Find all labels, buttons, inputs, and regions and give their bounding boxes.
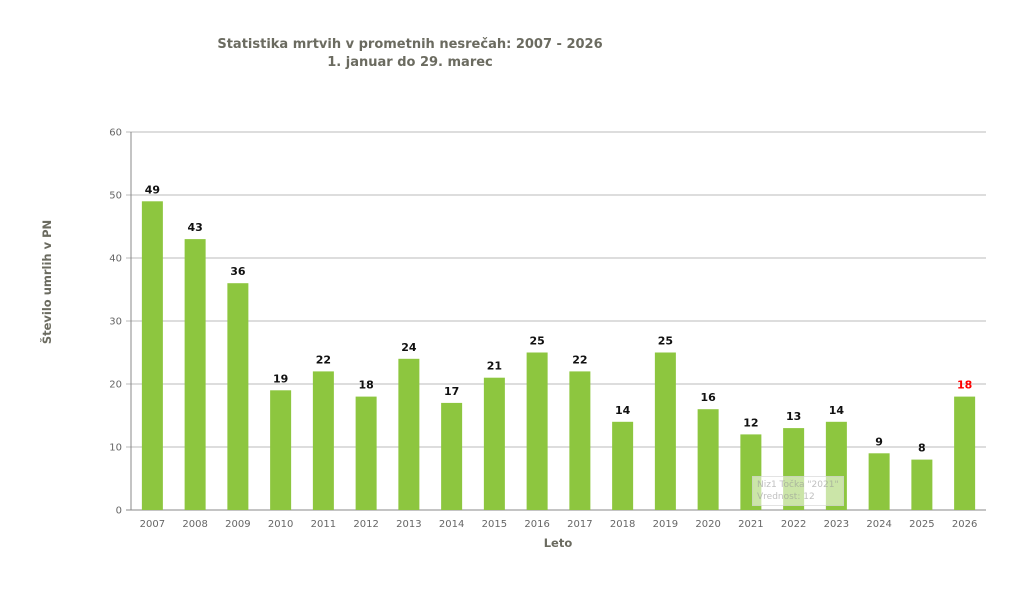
x-tick-label: 2017 [567, 519, 592, 530]
data-label-2024: 9 [875, 435, 883, 448]
x-tick-label: 2015 [482, 519, 507, 530]
bar-2020 [697, 409, 719, 510]
x-tick-label: 2013 [396, 519, 421, 530]
x-axis-label: Leto [544, 536, 573, 550]
bar-2018 [612, 421, 634, 510]
data-label-2018: 14 [615, 404, 631, 417]
y-tick-label: 40 [109, 254, 122, 265]
bar-2017 [569, 371, 591, 510]
data-label-2010: 19 [273, 372, 288, 385]
bar-2008 [184, 239, 206, 510]
bar-2011 [312, 371, 334, 510]
x-tick-label: 2018 [610, 519, 635, 530]
y-axis-label: Število umrlih v PN [39, 220, 54, 344]
data-label-2008: 43 [187, 221, 202, 234]
y-tick-label: 60 [109, 128, 122, 139]
data-label-2013: 24 [401, 341, 417, 354]
bar-2015 [483, 377, 505, 510]
y-tick-label: 50 [109, 191, 122, 202]
x-tick-label: 2020 [695, 519, 720, 530]
data-label-2021: 12 [743, 416, 758, 429]
x-tick-label: 2016 [524, 519, 549, 530]
x-tick-label: 2014 [439, 519, 464, 530]
data-label-2026: 18 [957, 379, 972, 392]
data-label-2012: 18 [358, 379, 373, 392]
x-tick-label: 2011 [311, 519, 336, 530]
data-label-2015: 21 [487, 360, 502, 373]
y-tick-label: 20 [109, 380, 122, 391]
x-tick-label: 2009 [225, 519, 250, 530]
data-label-2016: 25 [529, 335, 544, 348]
x-tick-label: 2026 [952, 519, 977, 530]
x-tick-label: 2007 [140, 519, 165, 530]
bar-2012 [355, 396, 377, 510]
x-tick-label: 2012 [353, 519, 378, 530]
data-label-2025: 8 [918, 442, 926, 455]
bar-2009 [227, 283, 249, 510]
bar-2019 [654, 352, 676, 510]
y-tick-label: 30 [109, 317, 122, 328]
data-label-2022: 13 [786, 410, 801, 423]
x-tick-label: 2008 [182, 519, 207, 530]
chart-subtitle: 1. januar do 29. marec [327, 55, 493, 70]
x-tick-label: 2025 [909, 519, 934, 530]
x-tick-label: 2022 [781, 519, 806, 530]
tooltip-value: Vrednost: 12 [757, 492, 815, 502]
y-tick-label: 0 [116, 506, 122, 517]
data-label-2011: 22 [316, 353, 331, 366]
tooltip-series: Niz1 Točka "2021" [757, 480, 839, 490]
bar-2013 [398, 358, 420, 510]
bar-2026 [954, 396, 976, 510]
x-tick-label: 2010 [268, 519, 293, 530]
data-label-2009: 36 [230, 265, 246, 278]
bar-2016 [526, 352, 548, 510]
y-tick-label: 10 [109, 443, 122, 454]
data-label-2019: 25 [658, 335, 673, 348]
bar-2007 [141, 201, 163, 511]
bar-2024 [868, 453, 890, 510]
data-label-2017: 22 [572, 353, 587, 366]
data-label-2014: 17 [444, 385, 459, 398]
data-label-2020: 16 [700, 391, 716, 404]
chart-title: Statistika mrtvih v prometnih nesrečah: … [217, 37, 603, 52]
x-tick-label: 2024 [866, 519, 891, 530]
x-tick-label: 2023 [824, 519, 849, 530]
data-label-2007: 49 [145, 183, 160, 196]
bar-2025 [911, 459, 933, 510]
data-label-2023: 14 [829, 404, 845, 417]
bar-2014 [441, 402, 463, 510]
x-tick-label: 2021 [738, 519, 763, 530]
x-tick-label: 2019 [653, 519, 678, 530]
bar-2010 [270, 390, 292, 510]
tooltip: Niz1 Točka "2021" Vrednost: 12 [752, 476, 844, 506]
